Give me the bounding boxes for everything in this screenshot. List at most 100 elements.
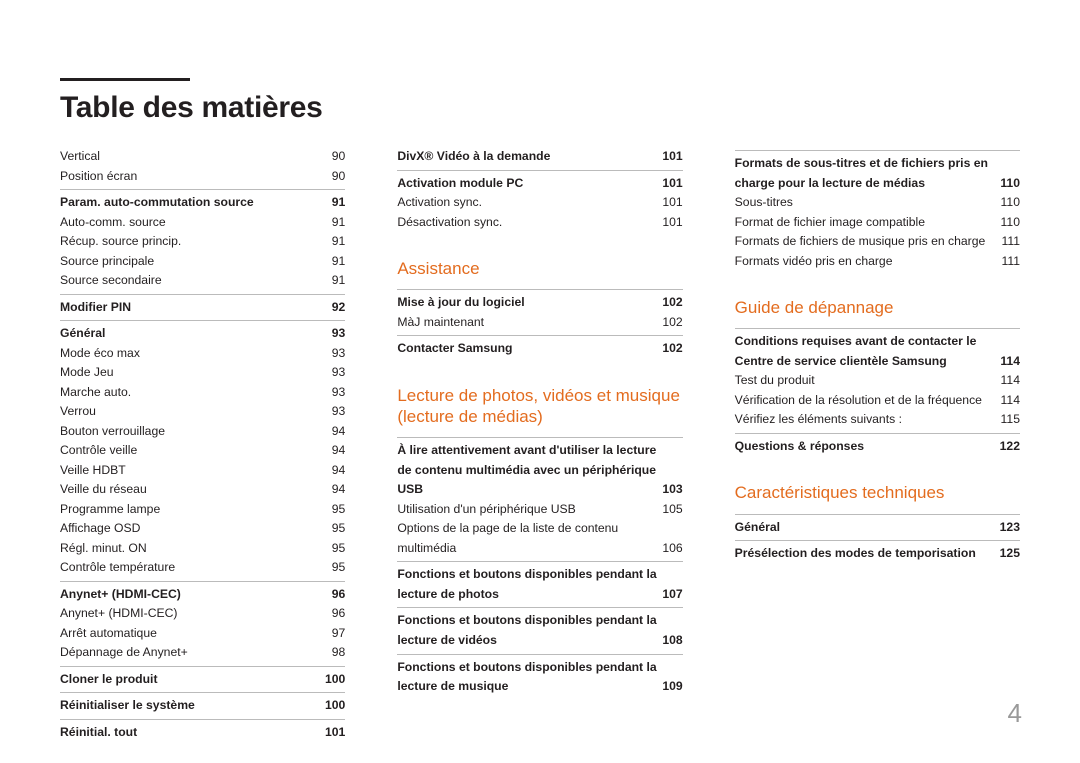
toc-entry-label: Position écran — [60, 167, 311, 187]
toc-entry-page: 93 — [311, 344, 345, 364]
toc-entry-page: 95 — [311, 519, 345, 539]
toc-separator — [735, 150, 1020, 151]
toc-entry-label: Présélection des modes de temporisation — [735, 544, 986, 564]
toc-entry-line: Formats de sous-titres et de fichiers pr… — [735, 154, 1020, 174]
toc-entry-page: 125 — [986, 544, 1020, 564]
toc-entry-label: Général — [735, 518, 986, 538]
toc-entry-page: 93 — [311, 383, 345, 403]
toc-entry-page: 109 — [649, 677, 683, 697]
toc-entry: Formats de fichiers de musique pris en c… — [735, 232, 1020, 252]
toc-entry: Affichage OSD95 — [60, 519, 345, 539]
toc-entry: Verrou93 — [60, 402, 345, 422]
toc-entry-label: Arrêt automatique — [60, 624, 311, 644]
toc-entry-line: lecture de photos107 — [397, 585, 682, 605]
toc-entry-label: À lire attentivement avant d'utiliser la… — [397, 441, 682, 461]
toc-entry-label: Auto-comm. source — [60, 213, 311, 233]
toc-entry: DivX® Vidéo à la demande101 — [397, 147, 682, 167]
toc-col-1: Vertical90Position écran90Param. auto-co… — [60, 147, 345, 742]
title-rule — [60, 78, 190, 81]
page-title: Table des matières — [60, 91, 1020, 125]
page-number: 4 — [1008, 698, 1022, 729]
toc-entry-label: Fonctions et boutons disponibles pendant… — [397, 658, 682, 678]
toc-entry-page: 114 — [986, 371, 1020, 391]
toc-entry-label: Formats de sous-titres et de fichiers pr… — [735, 154, 1020, 174]
toc-page: Table des matières Vertical90Position éc… — [0, 0, 1080, 763]
toc-entry: Vertical90 — [60, 147, 345, 167]
toc-entry-page: 103 — [649, 480, 683, 500]
toc-entry-page: 100 — [311, 670, 345, 690]
toc-separator — [60, 294, 345, 295]
toc-entry-page: 105 — [649, 500, 683, 520]
toc-entry-page: 91 — [311, 213, 345, 233]
toc-entry-label: charge pour la lecture de médias — [735, 174, 986, 194]
toc-entry-label: Verrou — [60, 402, 311, 422]
toc-entry: Conditions requises avant de contacter l… — [735, 332, 1020, 371]
toc-section-heading: Guide de dépannage — [735, 297, 1020, 318]
toc-col-3: Formats de sous-titres et de fichiers pr… — [735, 147, 1020, 742]
toc-entry: Veille du réseau94 — [60, 480, 345, 500]
toc-entry: Sous-titres110 — [735, 193, 1020, 213]
toc-entry-page: 102 — [649, 339, 683, 359]
toc-entry: Activation sync.101 — [397, 193, 682, 213]
toc-entry-label: Contacter Samsung — [397, 339, 648, 359]
toc-entry-page: 100 — [311, 696, 345, 716]
toc-entry-page: 95 — [311, 558, 345, 578]
toc-separator — [397, 561, 682, 562]
toc-entry: Auto-comm. source91 — [60, 213, 345, 233]
toc-entry-page: 101 — [311, 723, 345, 743]
toc-entry-line: À lire attentivement avant d'utiliser la… — [397, 441, 682, 461]
toc-entry: Source secondaire91 — [60, 271, 345, 291]
toc-entry-label: Général — [60, 324, 311, 344]
toc-entry-label: Veille HDBT — [60, 461, 311, 481]
toc-entry-label: Programme lampe — [60, 500, 311, 520]
toc-entry: Modifier PIN92 — [60, 298, 345, 318]
toc-entry: Marche auto.93 — [60, 383, 345, 403]
toc-separator — [735, 514, 1020, 515]
toc-entry: Activation module PC101 — [397, 174, 682, 194]
toc-entry-label: Fonctions et boutons disponibles pendant… — [397, 565, 682, 585]
toc-entry-label: Contrôle veille — [60, 441, 311, 461]
toc-entry-label: Désactivation sync. — [397, 213, 648, 233]
toc-entry: Source principale91 — [60, 252, 345, 272]
toc-entry-page: 93 — [311, 402, 345, 422]
toc-entry-page: 93 — [311, 363, 345, 383]
toc-entry-page: 101 — [649, 174, 683, 194]
toc-entry-label: Source principale — [60, 252, 311, 272]
toc-entry-label: Formats vidéo pris en charge — [735, 252, 986, 272]
toc-entry-line: Options de la page de la liste de conten… — [397, 519, 682, 539]
toc-separator — [397, 335, 682, 336]
toc-entry: Programme lampe95 — [60, 500, 345, 520]
toc-entry-page: 95 — [311, 539, 345, 559]
toc-entry: Fonctions et boutons disponibles pendant… — [397, 658, 682, 697]
toc-entry-line: Fonctions et boutons disponibles pendant… — [397, 565, 682, 585]
toc-entry: Général93 — [60, 324, 345, 344]
toc-entry-line: Centre de service clientèle Samsung114 — [735, 352, 1020, 372]
toc-entry: Vérifiez les éléments suivants :115 — [735, 410, 1020, 430]
toc-entry: Récup. source princip.91 — [60, 232, 345, 252]
toc-entry-page: 90 — [311, 167, 345, 187]
toc-entry-page: 106 — [649, 539, 683, 559]
toc-entry-line: de contenu multimédia avec un périphériq… — [397, 461, 682, 481]
toc-entry-line: Conditions requises avant de contacter l… — [735, 332, 1020, 352]
toc-entry: Test du produit114 — [735, 371, 1020, 391]
toc-entry-page: 93 — [311, 324, 345, 344]
toc-entry: Position écran90 — [60, 167, 345, 187]
toc-entry-page: 111 — [986, 252, 1020, 272]
toc-entry-label: Contrôle température — [60, 558, 311, 578]
toc-entry-page: 102 — [649, 293, 683, 313]
toc-entry: Formats vidéo pris en charge111 — [735, 252, 1020, 272]
toc-entry: Questions & réponses122 — [735, 437, 1020, 457]
toc-separator — [60, 719, 345, 720]
toc-entry-page: 102 — [649, 313, 683, 333]
toc-entry: Régl. minut. ON95 — [60, 539, 345, 559]
toc-entry-page: 107 — [649, 585, 683, 605]
toc-separator — [397, 289, 682, 290]
toc-entry-page: 97 — [311, 624, 345, 644]
toc-entry-page: 114 — [986, 352, 1020, 372]
toc-entry-label: lecture de musique — [397, 677, 648, 697]
toc-entry: Arrêt automatique97 — [60, 624, 345, 644]
toc-entry-page: 110 — [986, 193, 1020, 213]
toc-entry-page: 94 — [311, 422, 345, 442]
toc-entry: Cloner le produit100 — [60, 670, 345, 690]
toc-entry-page: 101 — [649, 193, 683, 213]
